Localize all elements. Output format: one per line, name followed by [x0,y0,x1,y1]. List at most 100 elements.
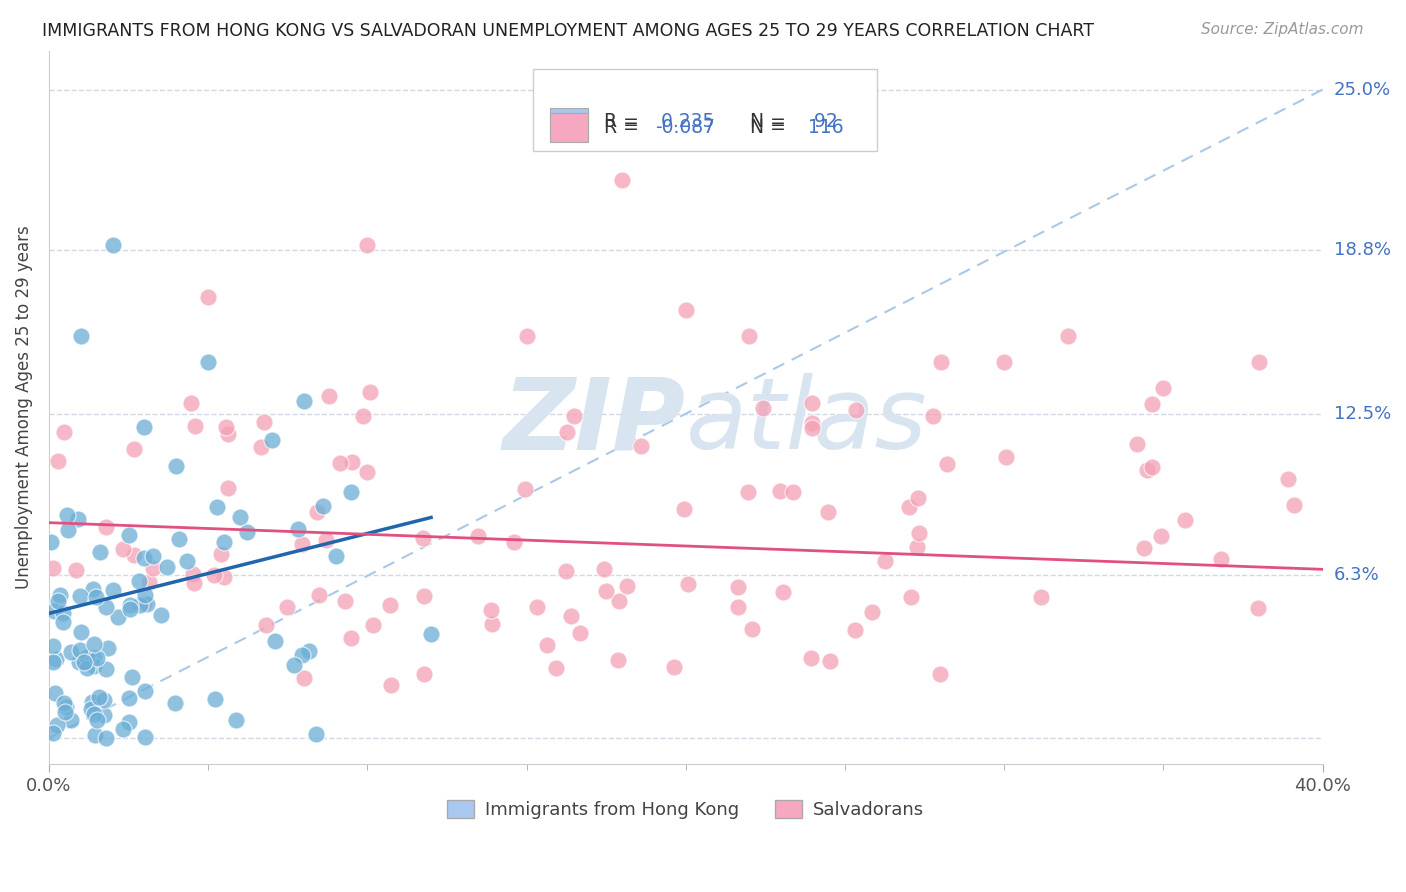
Point [420,627,443,641]
Point [630,439,652,453]
Point [292,393,315,408]
Point [662,659,685,673]
Point [860,605,883,619]
Text: R =: R = [605,112,645,131]
Point [66,512,89,526]
FancyBboxPatch shape [550,108,588,136]
Point [817,505,839,519]
Point [217,427,239,442]
Point [42,639,65,653]
Point [183,567,205,582]
Point [1247,601,1270,615]
Point [737,485,759,500]
Point [86,651,108,665]
Point [1284,498,1306,512]
Point [562,409,585,423]
Point [94,520,117,534]
Point [67,655,90,669]
Point [291,537,314,551]
Point [80,701,103,715]
Point [292,671,315,685]
Point [340,484,363,499]
Point [60,645,83,659]
Point [65,562,87,576]
Point [53,705,76,719]
Text: N =: N = [738,112,792,131]
Point [1140,459,1163,474]
Point [163,696,186,710]
Point [311,499,333,513]
Point [526,600,548,615]
Point [546,661,568,675]
Point [120,598,142,612]
Point [305,505,328,519]
Point [134,550,156,565]
Point [80,695,103,709]
Point [82,582,104,596]
Point [197,290,219,304]
Point [134,730,156,744]
Point [176,554,198,568]
Point [52,606,75,620]
Point [340,631,363,645]
Legend: Immigrants from Hong Kong, Salvadorans: Immigrants from Hong Kong, Salvadorans [440,792,932,826]
Point [118,691,141,706]
FancyBboxPatch shape [533,69,877,151]
Point [52,615,75,629]
Point [929,667,952,681]
Point [118,714,141,729]
Y-axis label: Unemployment Among Ages 25 to 29 years: Unemployment Among Ages 25 to 29 years [15,226,32,589]
Point [52,696,75,710]
Point [136,597,159,611]
Point [361,618,384,632]
Point [93,693,115,707]
Text: 92: 92 [808,112,838,131]
Point [378,599,401,613]
Point [1125,436,1147,450]
Point [76,660,98,674]
Point [73,656,96,670]
Point [138,574,160,589]
Point [898,500,921,514]
Point [49,588,72,602]
Point [101,238,124,252]
Point [183,576,205,591]
Point [112,723,135,737]
Point [69,329,91,343]
Point [212,535,235,549]
Point [329,456,352,470]
Point [569,625,592,640]
Text: Source: ZipAtlas.com: Source: ZipAtlas.com [1201,22,1364,37]
Point [380,678,402,692]
Point [253,415,276,429]
Point [352,409,374,423]
Point [42,561,65,575]
Point [94,600,117,615]
Point [56,508,79,522]
Point [1031,591,1053,605]
Text: 0.235: 0.235 [655,112,714,131]
Point [134,596,156,610]
Point [118,601,141,615]
Point [39,534,62,549]
Point [772,584,794,599]
Point [673,501,696,516]
Point [204,691,226,706]
Point [305,727,328,741]
Point [122,442,145,457]
Point [217,482,239,496]
Point [134,684,156,698]
Point [84,728,107,742]
Text: 12.5%: 12.5% [1334,405,1391,423]
Point [202,568,225,582]
Point [516,329,538,343]
Point [607,594,630,608]
Text: 25.0%: 25.0% [1334,80,1391,99]
Text: N =: N = [738,119,792,137]
Point [42,655,65,669]
Point [264,634,287,648]
Point [212,569,235,583]
Point [42,726,65,740]
Text: IMMIGRANTS FROM HONG KONG VS SALVADORAN UNEMPLOYMENT AMONG AGES 25 TO 29 YEARS C: IMMIGRANTS FROM HONG KONG VS SALVADORAN … [42,22,1094,40]
Point [845,403,868,417]
